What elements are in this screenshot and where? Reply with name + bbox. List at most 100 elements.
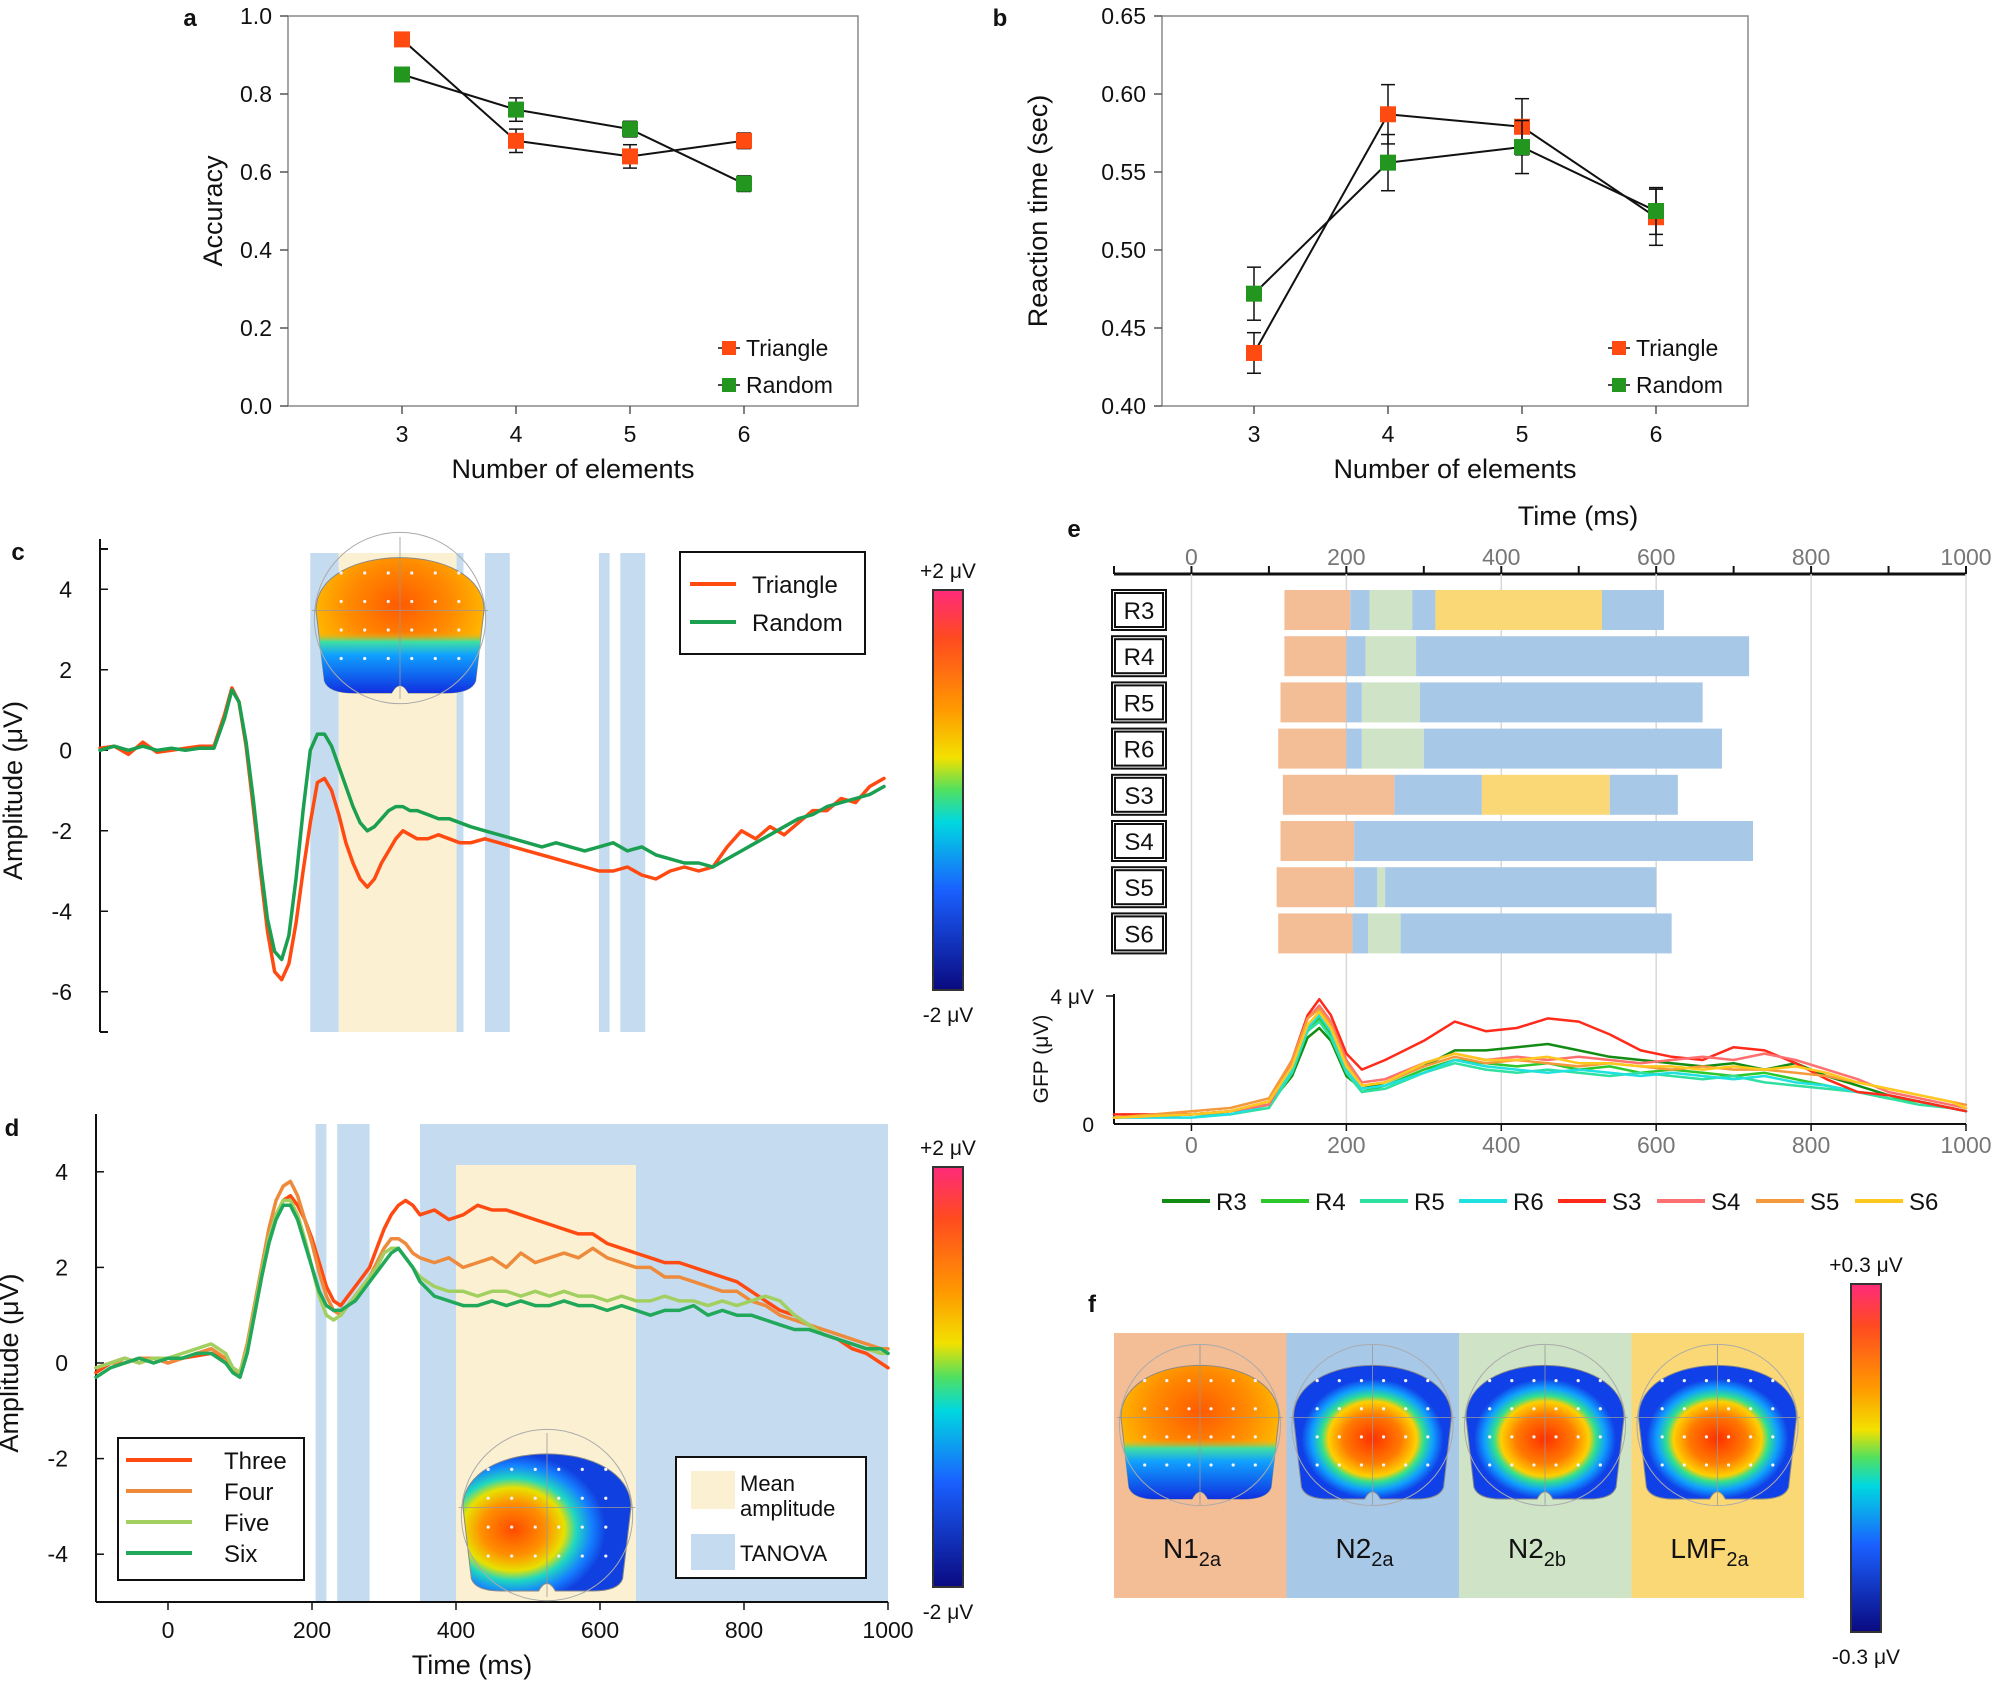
- colorbar-f: [1850, 1283, 1882, 1633]
- microstate-map-electrode: [1660, 1407, 1664, 1411]
- microstate-map-electrode: [1359, 1379, 1364, 1383]
- segment-n1: [1280, 821, 1355, 861]
- tanova-region: [337, 1124, 370, 1602]
- topomap-c-electrode: [410, 599, 414, 604]
- microstate-map-electrode: [1554, 1435, 1558, 1439]
- y-tick-label: 0.4: [240, 237, 272, 263]
- panel-a: a 0.0 0.2 0.4 0.6 0.8 1.0 3 4 5 6 Number of element…: [183, 3, 859, 484]
- microstate-map-electrode: [1554, 1379, 1558, 1383]
- legend-label: Random: [1636, 372, 1723, 398]
- microstate-map-electrode: [1315, 1407, 1319, 1411]
- topomap-d-electrode: [580, 1554, 584, 1558]
- microstate-map-electrode: [1488, 1435, 1492, 1439]
- x-axis-label: Number of elements: [451, 454, 694, 484]
- microstate-map-outline: [1463, 1343, 1627, 1507]
- microstate-map-electrode: [1704, 1435, 1709, 1439]
- microstate-map-electrode: [1726, 1407, 1731, 1411]
- topomap-d-electrode: [486, 1467, 490, 1471]
- segment-n2a: [1394, 774, 1482, 815]
- topomap-d-outline: [460, 1428, 634, 1602]
- microstate-map-electrode: [1598, 1379, 1602, 1383]
- y-tick-label: 0.60: [1101, 81, 1146, 107]
- topomap-d-electrode: [486, 1554, 490, 1558]
- microstate-map-electrode: [1749, 1407, 1753, 1411]
- legend-label: Random: [752, 610, 843, 637]
- microstate-map-electrode: [1771, 1435, 1775, 1439]
- topomap-c-electrode: [457, 628, 461, 632]
- x-tick-label: 3: [396, 421, 409, 447]
- data-point-random: [1514, 139, 1530, 156]
- microstate-map-electrode: [1532, 1407, 1536, 1411]
- segment-n1: [1282, 774, 1395, 815]
- microstate-map-electrode: [1682, 1379, 1686, 1383]
- microstate-map-electrode: [1381, 1379, 1386, 1383]
- legend-label: Triangle: [746, 335, 828, 361]
- y-tick-label: 0: [59, 737, 72, 763]
- topomap-c-electrode: [410, 571, 414, 575]
- topomap-c-electrode: [386, 571, 390, 575]
- microstate-map-electrode: [1209, 1379, 1213, 1383]
- topomap-c-outline: [313, 531, 487, 705]
- data-point-triangle: [622, 148, 638, 165]
- x-tick-label: 1000: [862, 1617, 913, 1643]
- gfp-x-tick-label: 600: [1637, 1132, 1675, 1158]
- topomap-d-electrode: [533, 1525, 537, 1529]
- y-tick-label: 4: [59, 576, 72, 602]
- y-axis-label: Amplitude (μV): [0, 701, 28, 880]
- series-line-triangle: [401, 38, 745, 158]
- microstate-map-electrode: [1771, 1407, 1775, 1411]
- microstate-map-outline: [1291, 1343, 1454, 1507]
- panel-label-e: e: [1067, 516, 1080, 543]
- microstate-map-electrode: [1187, 1407, 1191, 1411]
- segment-lmf: [1435, 590, 1602, 630]
- microstate-map-electrode: [1726, 1463, 1731, 1467]
- topomap-c-electrode: [363, 599, 367, 604]
- topomap-c-electrode: [339, 656, 343, 661]
- microstate-map-electrode: [1381, 1435, 1386, 1439]
- microstate-map-electrode: [1554, 1407, 1558, 1411]
- data-point-random: [394, 66, 410, 83]
- microstate-map-electrode: [1426, 1407, 1430, 1411]
- topomap-d-electrode: [557, 1554, 561, 1558]
- row-label: R3: [1124, 598, 1155, 625]
- tanova-region: [598, 553, 610, 1032]
- x-tick-label: 6: [738, 421, 751, 447]
- y-tick-label: -4: [52, 898, 73, 924]
- colorbar-f-bottom-label: -0.3 μV: [1832, 1646, 1900, 1669]
- y-tick-label: -6: [52, 979, 72, 1005]
- topomap-d-electrode: [557, 1496, 561, 1500]
- segment-n2a: [1346, 728, 1362, 769]
- legend-swatch-tanova: [691, 1534, 735, 1570]
- legend-label: amplitude: [740, 1496, 835, 1521]
- microstate-map-electrode: [1598, 1435, 1602, 1439]
- microstate-map-electrode: [1143, 1407, 1147, 1411]
- gfp-series-s5: [1112, 1007, 1968, 1119]
- colorbar-d: [932, 1166, 964, 1588]
- microstate-map-electrode: [1359, 1435, 1364, 1439]
- segment-n1: [1280, 682, 1347, 723]
- legend-swatch-mean: [691, 1471, 735, 1509]
- row-label-box-inner: [1114, 776, 1164, 813]
- y-tick-label: 0.0: [240, 393, 272, 419]
- row-label: S5: [1124, 875, 1153, 902]
- microstate-map-electrode: [1576, 1435, 1580, 1439]
- topomap-d-electrode: [533, 1496, 537, 1500]
- microstate-map-electrode: [1253, 1379, 1257, 1383]
- x-axis-label: Time (ms): [412, 1650, 532, 1680]
- microstate-map-electrode: [1510, 1407, 1514, 1411]
- y-tick-label: 0.55: [1101, 159, 1146, 185]
- microstate-map-outline: [1636, 1343, 1799, 1507]
- microstate-map-electrode: [1576, 1407, 1580, 1411]
- data-point-random: [736, 175, 752, 192]
- gfp-x-tick-label: 800: [1792, 1132, 1830, 1158]
- colorbar-c: [932, 589, 964, 991]
- microstate-map-electrode: [1598, 1463, 1602, 1467]
- x-tick-label: 6: [1650, 421, 1663, 447]
- segment-n2a: [1609, 774, 1678, 815]
- microstate-map-electrode: [1598, 1407, 1602, 1411]
- data-point-triangle: [1246, 344, 1262, 361]
- segment-n2a: [1354, 821, 1753, 861]
- segment-n1: [1284, 636, 1347, 677]
- panel-label-f: f: [1088, 1291, 1097, 1318]
- microstate-map-electrode: [1143, 1379, 1147, 1383]
